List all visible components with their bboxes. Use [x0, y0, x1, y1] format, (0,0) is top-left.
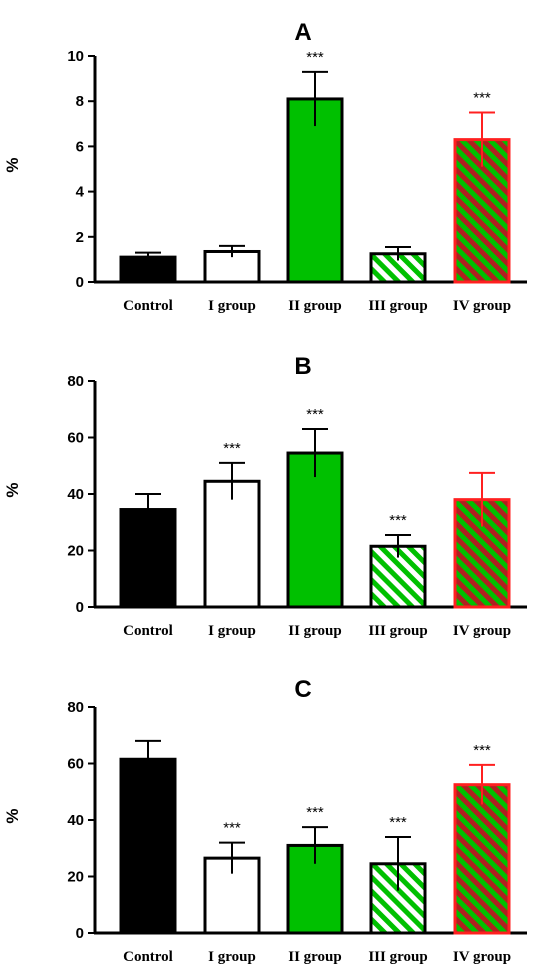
x-tick-label: IV group [453, 623, 511, 639]
y-tick-label: 60 [67, 756, 84, 773]
x-tick-label: Control [123, 949, 173, 965]
significance-label: *** [223, 440, 241, 457]
y-tick-label: 0 [76, 274, 84, 291]
y-tick-label: 8 [76, 93, 84, 110]
y-tick-label: 20 [67, 543, 84, 560]
y-axis-label: % [3, 157, 22, 172]
panel-title: B [294, 353, 311, 380]
y-tick-label: 40 [67, 486, 84, 503]
significance-label: *** [306, 406, 324, 423]
y-tick-label: 4 [76, 184, 85, 201]
bar-i-group [203, 479, 261, 609]
y-tick-label: 60 [67, 430, 84, 447]
significance-label: *** [223, 820, 241, 837]
chart-panel-c: C% 0 20 40 60 80 Control *** I group *** II group *… [3, 676, 527, 965]
y-axis-label: % [3, 808, 22, 823]
y-tick-label: 40 [67, 812, 84, 829]
y-tick-label: 10 [67, 48, 84, 65]
significance-label: *** [473, 742, 491, 759]
x-tick-label: II group [288, 623, 342, 639]
x-tick-label: IV group [453, 298, 511, 314]
bar-ii-group [286, 451, 344, 609]
y-tick-label: 6 [76, 138, 84, 155]
chart-panel-b: B% 0 20 40 60 80 Control *** I group *** II group *… [3, 353, 527, 639]
y-axis-label: % [3, 482, 22, 497]
x-tick-label: Control [123, 298, 173, 314]
x-tick-label: I group [208, 949, 256, 965]
chart-panel-a: A% 0 2 4 6 8 10 Control I group *** II group III gr… [3, 19, 527, 314]
y-tick-label: 80 [67, 373, 84, 390]
x-tick-label: II group [288, 298, 342, 314]
y-tick-label: 2 [76, 229, 84, 246]
x-tick-label: III group [368, 298, 427, 314]
significance-label: *** [389, 814, 407, 831]
x-tick-label: IV group [453, 949, 511, 965]
y-tick-label: 20 [67, 869, 84, 886]
x-tick-label: III group [368, 949, 427, 965]
y-tick-label: 80 [67, 699, 84, 716]
y-tick-label: 0 [76, 599, 84, 616]
x-tick-label: II group [288, 949, 342, 965]
bar-control [119, 757, 177, 935]
panel-title: C [294, 676, 311, 703]
x-tick-label: I group [208, 623, 256, 639]
significance-label: *** [389, 512, 407, 529]
x-tick-label: I group [208, 298, 256, 314]
x-tick-label: III group [368, 623, 427, 639]
bar-iv-group [453, 783, 511, 935]
x-tick-label: Control [123, 623, 173, 639]
bar-ii-group [286, 97, 344, 284]
panel-title: A [294, 19, 311, 46]
bar-control [119, 508, 177, 609]
significance-label: *** [306, 804, 324, 821]
y-tick-label: 0 [76, 925, 84, 942]
significance-label: *** [306, 49, 324, 66]
significance-label: *** [473, 90, 491, 107]
